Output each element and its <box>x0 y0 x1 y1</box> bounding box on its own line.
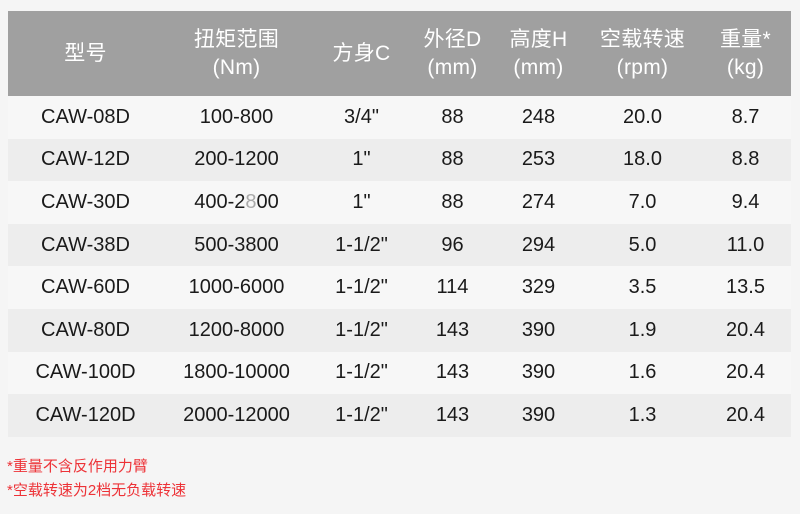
specification-table: 型号 扭矩范围 (Nm) 方身C 外径D (mm) 高度H (mm) <box>8 11 791 437</box>
cell-weight: 20.4 <box>726 361 765 384</box>
column-header-height-name: 高度H <box>509 27 568 51</box>
cell-height: 329 <box>521 276 556 299</box>
cell-torque: 1800-10000 <box>183 361 290 384</box>
cell-outer-diameter: 143 <box>435 318 470 341</box>
cell-model: CAW-30D <box>41 190 130 213</box>
table-header-row: 型号 扭矩范围 (Nm) 方身C 外径D (mm) 高度H (mm) <box>8 11 791 96</box>
column-header-model: 型号 <box>8 11 163 96</box>
cell-free-speed: 18.0 <box>623 148 662 171</box>
cell-weight: 8.8 <box>731 148 760 171</box>
cell-height: 390 <box>521 318 556 341</box>
cell-square: 1" <box>352 190 371 213</box>
footnote-free-speed: *空载转速为2档无负载转速 <box>7 482 187 500</box>
cell-free-speed: 1.9 <box>628 318 657 341</box>
cell-square: 1-1/2" <box>335 403 388 426</box>
cell-free-speed: 1.6 <box>628 361 657 384</box>
cell-model: CAW-12D <box>41 148 130 171</box>
cell-height: 390 <box>521 361 556 384</box>
cell-free-speed: 1.3 <box>628 403 657 426</box>
cell-outer-diameter: 88 <box>441 190 464 213</box>
cell-height: 274 <box>521 190 556 213</box>
cell-height: 390 <box>521 403 556 426</box>
cell-outer-diameter: 143 <box>435 403 470 426</box>
cell-weight: 9.4 <box>731 190 760 213</box>
column-header-weight: 重量* (kg) <box>700 11 791 96</box>
table-row: CAW-38D 500-3800 1-1/2" 96 294 5.0 11.0 <box>8 223 791 267</box>
specification-table-container: 型号 扭矩范围 (Nm) 方身C 外径D (mm) 高度H (mm) <box>8 11 791 437</box>
cell-torque-part-1: 400-2 <box>194 190 246 213</box>
column-header-weight-name: 重量* <box>719 27 772 51</box>
cell-square: 1-1/2" <box>335 276 388 299</box>
cell-free-speed: 3.5 <box>628 276 657 299</box>
column-header-square-name: 方身C <box>332 41 391 65</box>
cell-torque: 200-1200 <box>194 148 279 171</box>
cell-outer-diameter: 88 <box>441 105 464 128</box>
cell-square: 1" <box>352 148 371 171</box>
table-body: CAW-08D 100-800 3/4" 88 248 20.0 8.7 CAW… <box>8 96 791 437</box>
table-row: CAW-30D 400-2800 1" 88 274 7.0 9.4 <box>8 181 791 224</box>
cell-square: 1-1/2" <box>335 318 388 341</box>
column-header-free-speed-unit: (rpm) <box>616 55 669 79</box>
cell-square: 3/4" <box>344 105 379 128</box>
column-header-torque-name: 扭矩范围 <box>193 27 280 51</box>
column-header-torque-unit: (Nm) <box>212 55 261 79</box>
cell-model: CAW-80D <box>41 318 130 341</box>
cell-model: CAW-120D <box>35 403 136 426</box>
cell-torque-faded-digit: 8 <box>245 190 257 213</box>
cell-weight: 13.5 <box>726 276 765 299</box>
cell-torque: 500-3800 <box>194 233 279 256</box>
column-header-outer-diameter-name: 外径D <box>423 27 482 51</box>
cell-height: 294 <box>521 233 556 256</box>
cell-model: CAW-100D <box>35 361 136 384</box>
table-row: CAW-12D 200-1200 1" 88 253 18.0 8.8 <box>8 138 791 182</box>
cell-weight: 11.0 <box>726 233 765 256</box>
cell-torque: 1000-6000 <box>188 276 285 299</box>
column-header-torque: 扭矩范围 (Nm) <box>163 11 310 96</box>
column-header-square: 方身C <box>310 11 413 96</box>
column-header-height-unit: (mm) <box>513 55 564 79</box>
cell-outer-diameter: 88 <box>441 148 464 171</box>
table-row: CAW-80D 1200-8000 1-1/2" 143 390 1.9 20.… <box>8 308 791 352</box>
table-header: 型号 扭矩范围 (Nm) 方身C 外径D (mm) 高度H (mm) <box>8 11 791 96</box>
cell-outer-diameter: 143 <box>435 361 470 384</box>
cell-weight: 8.7 <box>731 105 760 128</box>
column-header-free-speed-name: 空载转速 <box>599 27 686 51</box>
cell-square: 1-1/2" <box>335 361 388 384</box>
column-header-outer-diameter-unit: (mm) <box>427 55 478 79</box>
cell-free-speed: 5.0 <box>628 233 657 256</box>
table-row: CAW-08D 100-800 3/4" 88 248 20.0 8.7 <box>8 96 791 139</box>
table-row: CAW-120D 2000-12000 1-1/2" 143 390 1.3 2… <box>8 394 791 437</box>
cell-model: CAW-08D <box>41 105 130 128</box>
cell-outer-diameter: 96 <box>441 233 464 256</box>
column-header-free-speed: 空载转速 (rpm) <box>585 11 700 96</box>
cell-square: 1-1/2" <box>335 233 388 256</box>
column-header-outer-diameter: 外径D (mm) <box>413 11 492 96</box>
cell-height: 253 <box>521 148 556 171</box>
table-row: CAW-60D 1000-6000 1-1/2" 114 329 3.5 13.… <box>8 266 791 309</box>
footnotes: *重量不含反作用力臂 *空载转速为2档无负载转速 <box>7 455 186 504</box>
cell-torque: 1200-8000 <box>188 318 285 341</box>
cell-weight: 20.4 <box>726 403 765 426</box>
table-row: CAW-100D 1800-10000 1-1/2" 143 390 1.6 2… <box>8 351 791 395</box>
cell-torque: 400-2800 <box>163 181 310 224</box>
cell-free-speed: 20.0 <box>623 105 662 128</box>
column-header-model-name: 型号 <box>64 41 107 65</box>
column-header-height: 高度H (mm) <box>492 11 585 96</box>
cell-model: CAW-38D <box>41 233 130 256</box>
cell-torque-part-2: 00 <box>256 190 279 213</box>
cell-torque: 100-800 <box>199 105 274 128</box>
cell-free-speed: 7.0 <box>628 190 657 213</box>
cell-weight: 20.4 <box>726 318 765 341</box>
cell-model: CAW-60D <box>41 276 130 299</box>
cell-height: 248 <box>521 105 556 128</box>
footnote-weight: *重量不含反作用力臂 <box>7 458 148 475</box>
cell-outer-diameter: 114 <box>436 276 469 299</box>
column-header-weight-unit: (kg) <box>726 55 765 79</box>
cell-torque: 2000-12000 <box>183 403 290 426</box>
